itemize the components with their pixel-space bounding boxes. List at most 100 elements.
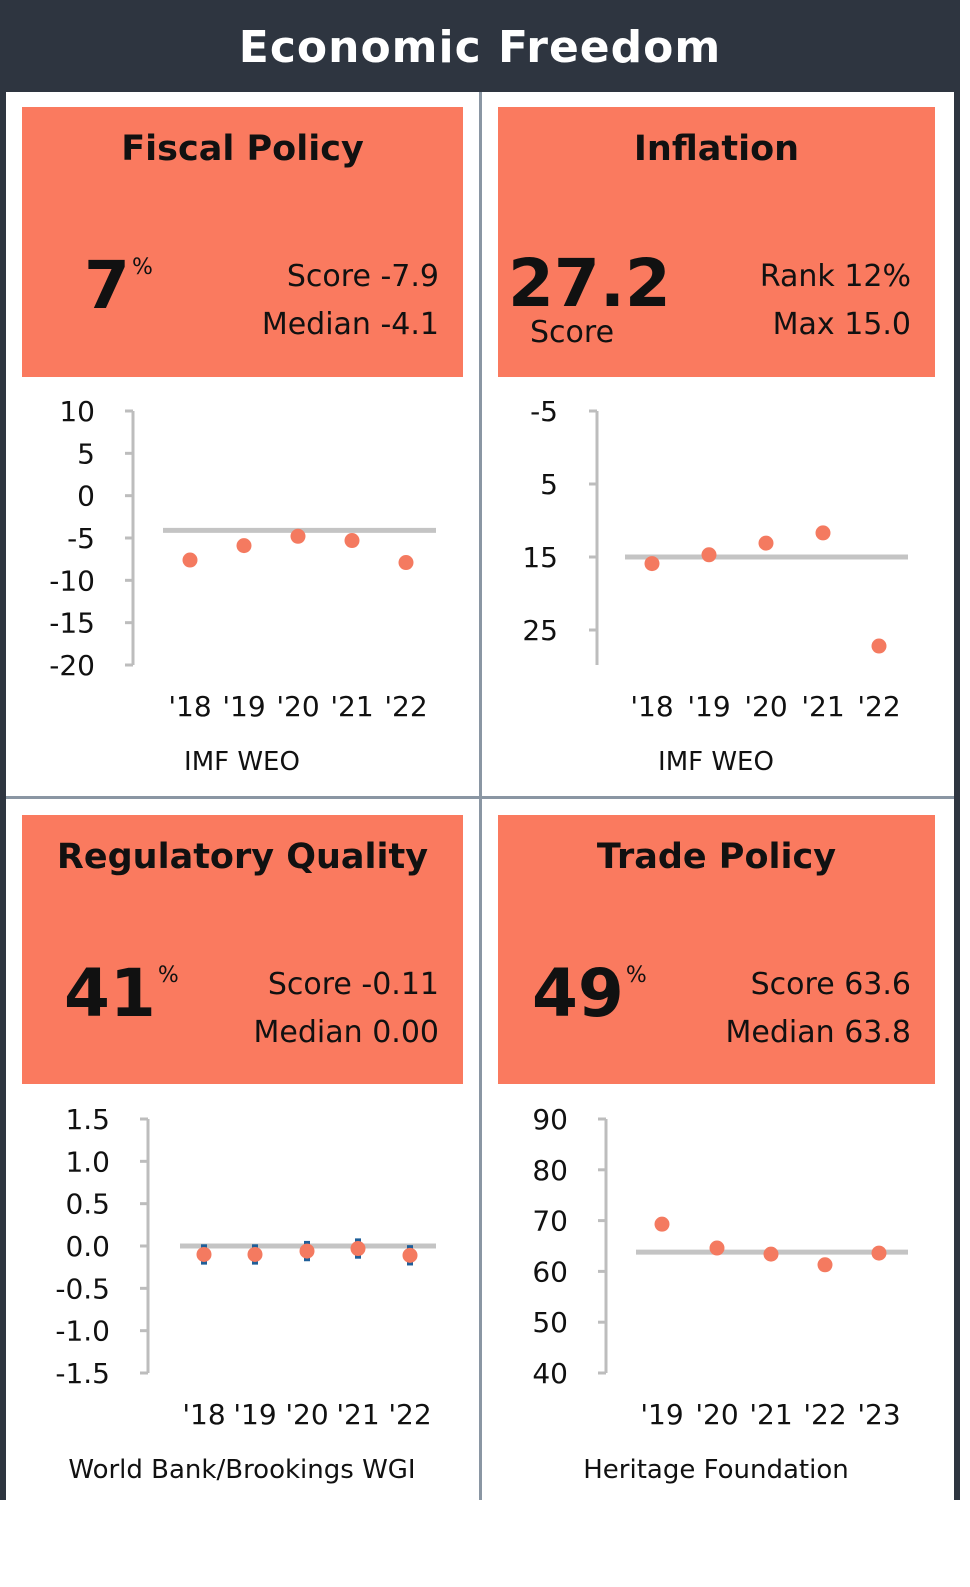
regulatory-quality-card: Regulatory Quality 41% Score -0.11 Media…	[22, 815, 463, 1084]
y-tick-label: -15	[49, 607, 95, 640]
big-sub-label: Score	[530, 315, 615, 350]
data-point	[758, 535, 774, 551]
data-point	[654, 1216, 670, 1232]
percent-sign: %	[625, 963, 647, 988]
big-number: 41	[64, 955, 156, 1032]
x-tick-label: '21	[336, 1398, 379, 1431]
y-tick-label: -1.5	[55, 1357, 110, 1390]
x-tick-label: '22	[384, 690, 427, 723]
x-tick-label: '22	[803, 1398, 846, 1431]
card-title: Trade Policy	[596, 837, 837, 877]
x-tick-label: '18	[182, 1398, 225, 1431]
x-tick-label: '20	[285, 1398, 328, 1431]
source-label: Heritage Foundation	[583, 1455, 848, 1485]
stat-score: Score 63.6	[750, 967, 911, 1002]
data-point	[299, 1243, 315, 1259]
page-title: Economic Freedom	[0, 0, 960, 92]
y-tick-label: 5	[77, 437, 95, 470]
y-tick-label: 40	[532, 1357, 568, 1390]
y-tick-label: 50	[532, 1306, 568, 1339]
card-title: Inflation	[633, 129, 800, 169]
y-tick-label: 0.0	[65, 1230, 110, 1263]
y-tick-label: 80	[532, 1154, 568, 1187]
data-point	[709, 1240, 725, 1256]
trade-policy-card: Trade Policy 49% Score 63.6 Median 63.8	[498, 815, 935, 1084]
y-tick-label: -1.0	[55, 1315, 110, 1348]
card-title: Regulatory Quality	[56, 837, 429, 877]
x-tick-label: '20	[276, 690, 319, 723]
data-point	[236, 538, 252, 554]
big-value: 49%	[532, 961, 647, 1027]
data-point	[701, 547, 717, 563]
y-tick-label: 1.5	[65, 1103, 110, 1136]
frame-border	[0, 0, 960, 1500]
y-tick-label: -5	[67, 522, 95, 555]
x-tick-label: '19	[640, 1398, 683, 1431]
y-tick-label: 10	[59, 395, 95, 428]
data-point	[402, 1247, 418, 1263]
x-tick-label: '21	[801, 690, 844, 723]
card-title: Fiscal Policy	[121, 129, 364, 169]
stat-score: Score -7.9	[286, 259, 439, 294]
horizontal-divider	[6, 796, 954, 799]
x-tick-label: '22	[388, 1398, 431, 1431]
data-point	[763, 1246, 779, 1262]
data-point	[815, 525, 831, 541]
x-tick-label: '18	[168, 690, 211, 723]
data-point	[871, 1245, 887, 1261]
data-point	[344, 533, 360, 549]
x-tick-label: '22	[857, 690, 900, 723]
data-point	[350, 1241, 366, 1257]
y-tick-label: 0.5	[65, 1188, 110, 1221]
data-point	[182, 552, 198, 568]
data-point	[871, 638, 887, 654]
fiscal-policy-card: Fiscal Policy 7% Score -7.9 Median -4.1	[22, 107, 463, 377]
x-tick-label: '19	[222, 690, 265, 723]
inflation-card: Inflation 27.2 Score Rank 12% Max 15.0	[498, 107, 935, 377]
y-tick-label: -20	[49, 649, 95, 682]
x-tick-label: '21	[330, 690, 373, 723]
x-tick-label: '20	[695, 1398, 738, 1431]
big-number: 7	[84, 247, 130, 324]
y-tick-label: 90	[532, 1103, 568, 1136]
data-point	[290, 528, 306, 544]
y-tick-label: 5	[540, 468, 558, 501]
x-tick-label: '23	[857, 1398, 900, 1431]
stat-median: Median 63.8	[725, 1015, 911, 1050]
stat-rank: Rank 12%	[759, 259, 911, 294]
data-point	[196, 1246, 212, 1262]
data-point	[644, 556, 660, 572]
big-number: 49	[532, 955, 624, 1032]
y-tick-label: -10	[49, 564, 95, 597]
x-tick-label: '19	[233, 1398, 276, 1431]
data-point	[398, 555, 414, 571]
percent-sign: %	[157, 963, 179, 988]
percent-sign: %	[131, 255, 153, 280]
data-point	[247, 1246, 263, 1262]
y-tick-label: 1.0	[65, 1145, 110, 1178]
source-label: IMF WEO	[184, 747, 300, 777]
y-tick-label: 25	[522, 614, 558, 647]
stat-max: Max 15.0	[772, 307, 911, 342]
y-tick-label: 0	[77, 480, 95, 513]
x-tick-label: '18	[630, 690, 673, 723]
stat-median: Median 0.00	[253, 1015, 439, 1050]
data-point	[817, 1257, 833, 1273]
stat-score: Score -0.11	[267, 967, 439, 1002]
y-tick-label: 60	[532, 1255, 568, 1288]
y-tick-label: 15	[522, 541, 558, 574]
stat-median: Median -4.1	[261, 307, 439, 342]
x-tick-label: '21	[749, 1398, 792, 1431]
x-tick-label: '20	[744, 690, 787, 723]
source-label: IMF WEO	[658, 747, 774, 777]
x-tick-label: '19	[687, 690, 730, 723]
y-tick-label: -0.5	[55, 1272, 110, 1305]
source-label: World Bank/Brookings WGI	[68, 1455, 415, 1485]
big-number: 27.2	[508, 245, 671, 322]
big-value: 41%	[64, 961, 179, 1027]
big-value: 7%	[84, 253, 153, 319]
y-tick-label: 70	[532, 1205, 568, 1238]
y-tick-label: -5	[530, 395, 558, 428]
